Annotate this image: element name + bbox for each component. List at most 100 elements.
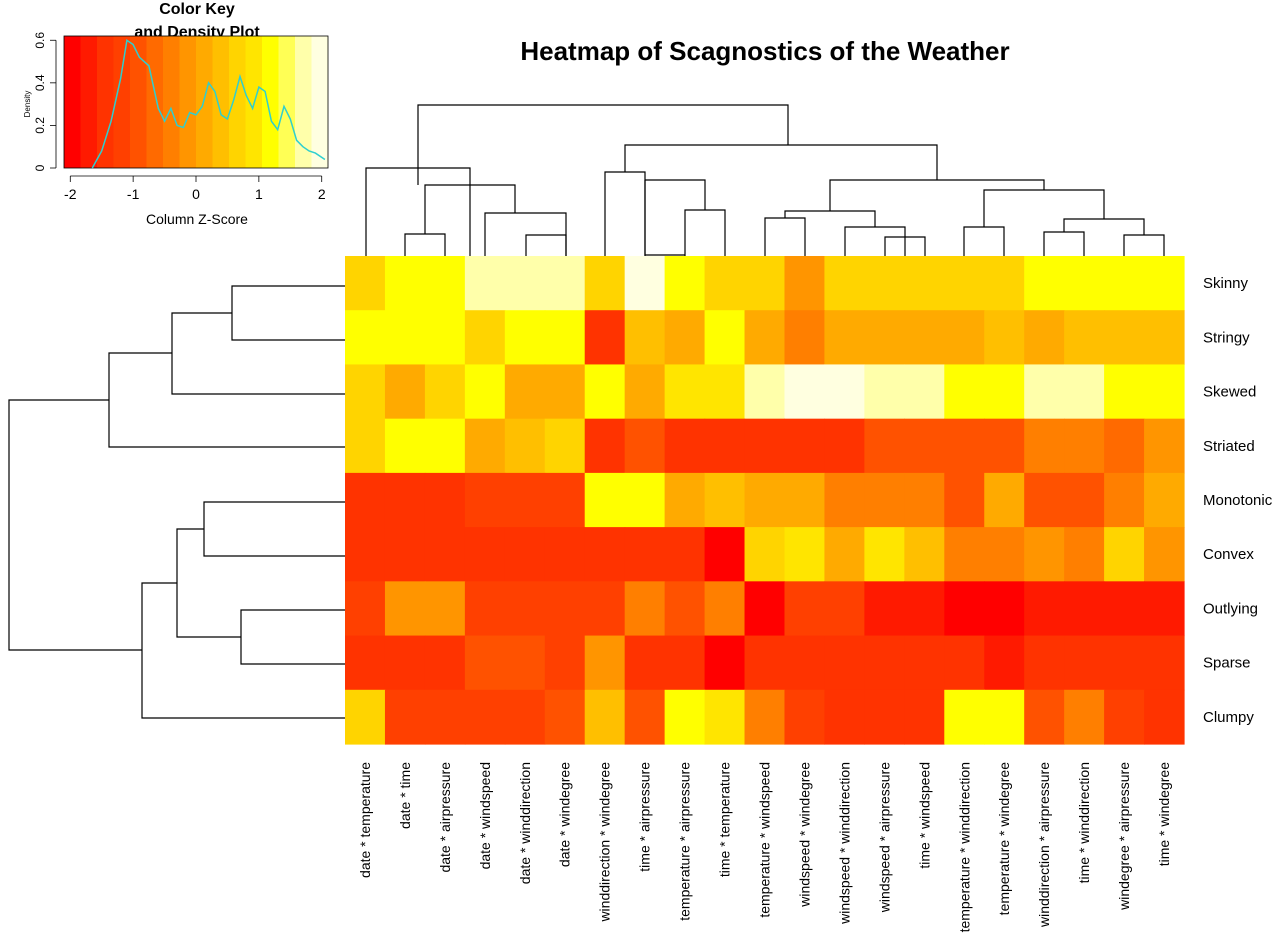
heatmap-cell xyxy=(744,472,786,528)
dendro-branch xyxy=(764,217,806,256)
heatmap-cell xyxy=(984,635,1025,691)
heatmap-cell xyxy=(664,310,706,366)
heatmap-cell xyxy=(544,581,586,637)
color-key-title: Color Key xyxy=(159,1,235,18)
heatmap-cell xyxy=(624,364,666,420)
heatmap-cell xyxy=(624,527,666,582)
heatmap-cell xyxy=(944,635,985,691)
row-label: Sparse xyxy=(1203,655,1251,672)
dendro-branch xyxy=(645,179,706,210)
color-key-ytick: 0.2 xyxy=(33,117,47,134)
heatmap-cell xyxy=(544,689,586,745)
heatmap-cell xyxy=(824,635,865,691)
heatmap-cell xyxy=(984,581,1025,637)
heatmap-cell xyxy=(384,418,426,474)
column-label: winddirection * airpressure xyxy=(1036,762,1052,928)
heatmap-cell xyxy=(904,527,945,582)
dendro-branch xyxy=(203,501,345,557)
heatmap-cell xyxy=(784,364,826,420)
heatmap-cell xyxy=(504,527,546,582)
heatmap-cell xyxy=(944,364,985,420)
heatmap-cell xyxy=(504,635,546,691)
heatmap-cell xyxy=(824,418,865,474)
heatmap-cell xyxy=(544,256,586,311)
heatmap-cell xyxy=(345,635,386,691)
column-label: windspeed * winddirection xyxy=(836,762,852,925)
heatmap-cell xyxy=(424,581,466,637)
heatmap-cell xyxy=(504,364,546,420)
heatmap-cell xyxy=(345,418,386,474)
dendro-branch xyxy=(417,104,789,185)
heatmap-cell xyxy=(784,418,826,474)
heatmap-cell xyxy=(664,364,706,420)
heatmap-cell xyxy=(824,581,865,637)
column-label: temperature * windegree xyxy=(996,762,1012,916)
heatmap-cell xyxy=(824,310,865,366)
heatmap-cell xyxy=(384,581,426,637)
dendro-branch xyxy=(784,210,876,227)
chart-title: Heatmap of Scagnostics of the Weather xyxy=(520,36,1009,66)
column-label: date * temperature xyxy=(357,762,373,878)
heatmap-cell xyxy=(1104,364,1145,420)
heatmap-cells xyxy=(345,256,1185,745)
heatmap-cell xyxy=(624,581,666,637)
heatmap-cell xyxy=(345,256,386,311)
heatmap-cell xyxy=(664,635,706,691)
heatmap-cell xyxy=(504,418,546,474)
color-key-band xyxy=(80,36,98,168)
column-label: date * windspeed xyxy=(477,762,493,869)
heatmap-cell xyxy=(664,472,706,528)
heatmap-cell xyxy=(504,581,546,637)
column-label: temperature * winddirection xyxy=(956,762,972,932)
heatmap-cell xyxy=(984,364,1025,420)
heatmap-cell xyxy=(464,310,506,366)
row-label: Monotonic xyxy=(1203,492,1273,509)
color-key-ytick: 0 xyxy=(33,164,47,171)
row-label: Stringy xyxy=(1203,329,1250,346)
heatmap-cell xyxy=(744,689,786,745)
heatmap-cell xyxy=(704,310,746,366)
heatmap-cell xyxy=(584,635,626,691)
heatmap-cell xyxy=(704,635,746,691)
heatmap-cell xyxy=(544,310,586,366)
dendro-branch xyxy=(231,285,345,341)
heatmap-cell xyxy=(1064,527,1105,582)
color-key-ytick: 0.4 xyxy=(33,74,47,91)
heatmap-cell xyxy=(864,527,905,582)
heatmap-cell xyxy=(784,256,826,311)
column-label: time * temperature xyxy=(717,762,733,877)
heatmap-cell xyxy=(544,472,586,528)
heatmap-cell xyxy=(744,364,786,420)
heatmap-cell xyxy=(704,581,746,637)
color-key-band xyxy=(212,36,230,168)
column-label: time * winddirection xyxy=(1076,762,1092,883)
heatmap-cell xyxy=(624,689,666,745)
heatmap-cell xyxy=(345,472,386,528)
heatmap-cell xyxy=(424,527,466,582)
heatmap-cell xyxy=(704,256,746,311)
heatmap-cell xyxy=(544,418,586,474)
heatmap-cell xyxy=(464,527,506,582)
heatmap-cell xyxy=(544,527,586,582)
heatmap-cell xyxy=(704,527,746,582)
heatmap-cell xyxy=(904,418,945,474)
heatmap-cell xyxy=(984,256,1025,311)
dendro-branch xyxy=(404,233,446,256)
color-key-band xyxy=(97,36,114,168)
color-key-band xyxy=(229,36,246,168)
color-key-band xyxy=(278,36,296,168)
heatmap-cell xyxy=(384,472,426,528)
heatmap-cell xyxy=(824,472,865,528)
heatmap-cell xyxy=(984,310,1025,366)
heatmap-cell xyxy=(944,689,985,745)
heatmap-cell xyxy=(584,364,626,420)
color-key-band xyxy=(311,36,329,168)
heatmap-cell xyxy=(784,472,826,528)
heatmap-cell xyxy=(464,364,506,420)
dendro-branch xyxy=(171,312,345,395)
heatmap-cell xyxy=(584,418,626,474)
color-key-band xyxy=(262,36,279,168)
heatmap-cell xyxy=(1064,581,1105,637)
color-key-band xyxy=(130,36,147,168)
heatmap-cell xyxy=(624,256,666,311)
